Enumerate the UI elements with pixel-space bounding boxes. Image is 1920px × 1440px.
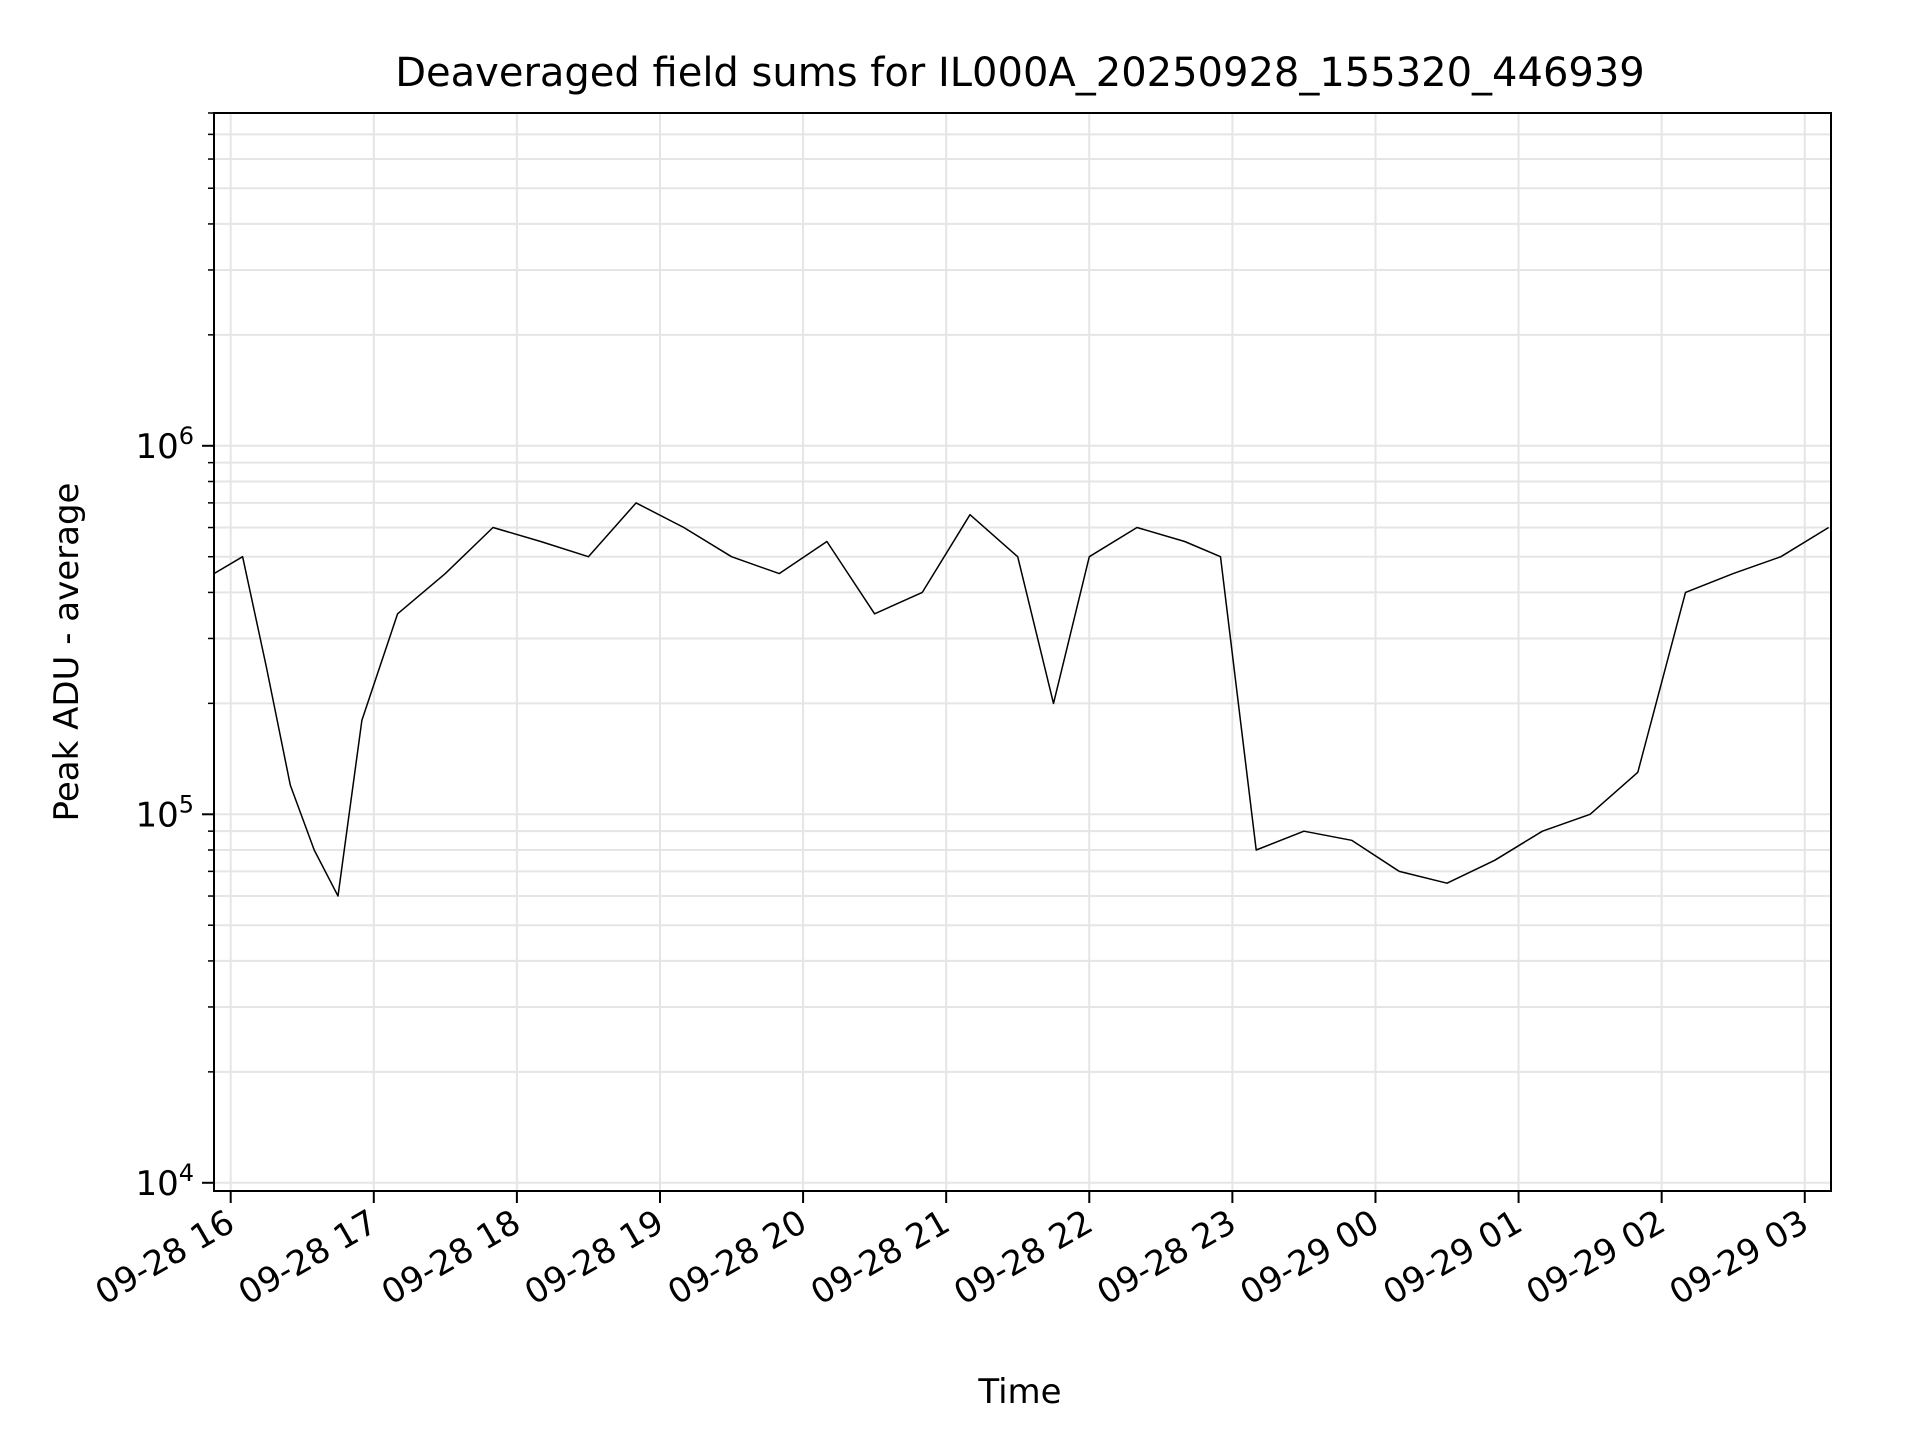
x-tick-label: 09-28 22 [947, 1202, 1099, 1313]
x-tick-label: 09-28 20 [661, 1202, 813, 1313]
y-tick-base: 10 [135, 1164, 178, 1204]
x-tick-label: 09-29 01 [1377, 1202, 1529, 1313]
y-tick-base: 10 [135, 795, 178, 835]
y-tick-label: 104 [135, 1159, 194, 1204]
series-line [213, 502, 1829, 897]
x-tick-label: 09-28 16 [89, 1202, 241, 1313]
y-tick-label: 105 [135, 790, 194, 835]
x-tick-label: 09-29 00 [1234, 1202, 1386, 1313]
x-tick-label: 09-28 18 [375, 1202, 527, 1313]
x-tick-label: 09-29 03 [1663, 1202, 1815, 1313]
x-axis-label: Time [977, 1372, 1061, 1412]
y-tick-exponent: 6 [179, 422, 194, 450]
plot-frame [213, 112, 1832, 1192]
y-tick-base: 10 [135, 427, 178, 467]
grid [208, 112, 1831, 1191]
y-tick-exponent: 5 [179, 790, 194, 818]
chart-title: Deaveraged field sums for IL000A_2025092… [395, 50, 1645, 96]
x-tick-label: 09-28 23 [1090, 1202, 1242, 1313]
y-tick-label: 106 [135, 422, 194, 467]
x-tick-label: 09-28 19 [518, 1202, 670, 1313]
x-tick-label: 09-28 17 [232, 1202, 384, 1313]
y-tick-exponent: 4 [179, 1159, 194, 1187]
y-axis-label: Peak ADU - average [47, 483, 87, 822]
series-layer [213, 502, 1829, 897]
x-tick-label: 09-28 21 [804, 1202, 956, 1313]
x-tick-label: 09-29 02 [1520, 1202, 1672, 1313]
